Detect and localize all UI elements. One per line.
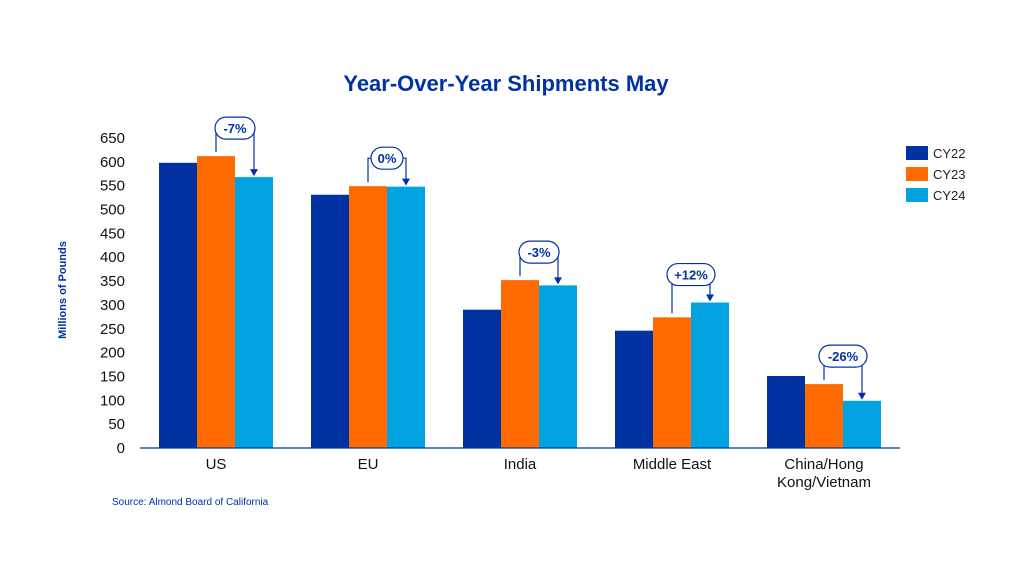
y-tick-label: 600 (100, 154, 125, 171)
bar-cy23 (197, 156, 235, 448)
annotation-bubble (666, 262, 716, 287)
annotation-arrowhead (402, 178, 410, 186)
bar-cy23 (349, 186, 387, 448)
bar-cy23 (501, 280, 539, 448)
bar-cy22 (463, 309, 501, 448)
y-tick-label: 500 (100, 202, 125, 219)
category-labels: US EU India Middle East China/Hong Kong/Vietn… (206, 456, 871, 491)
y-tick-label: 50 (108, 416, 125, 433)
bars (159, 156, 881, 449)
y-tick-label: 650 (100, 130, 125, 147)
bar-cy22 (159, 162, 197, 449)
category-label: Middle East (633, 456, 712, 473)
bar-cy24 (843, 400, 881, 448)
y-tick-label: 450 (100, 225, 125, 242)
source-note: Source: Almond Board of California (112, 497, 269, 508)
bar-cy22 (767, 375, 805, 448)
bar-cy23 (653, 317, 691, 448)
annotation-bubble (214, 116, 256, 140)
annotations: -7% 0% -3% +12% -26% (214, 116, 868, 400)
y-tick-label: 350 (100, 273, 125, 290)
category-label: EU (358, 456, 379, 473)
y-axis-ticks: 0 50 100 150 200 250 300 350 400 450 500 550 600 650 (100, 130, 125, 457)
y-tick-label: 200 (100, 345, 125, 362)
annotation-label: -26% (828, 349, 859, 364)
bar-cy22 (615, 330, 653, 448)
legend: CY22 CY23 CY24 (906, 146, 966, 203)
annotation-label: +12% (674, 268, 708, 283)
bar-cy24 (387, 186, 425, 448)
annotation-arrowhead (706, 294, 714, 302)
category-label: India (504, 456, 537, 473)
bar-cy24 (235, 177, 273, 448)
bar-cy24 (539, 285, 577, 448)
annotation-bubble (518, 240, 560, 264)
category-label: China/Hong Kong/Vietnam (777, 456, 871, 491)
legend-swatch-cy23 (906, 167, 928, 181)
category-label: US (206, 456, 227, 473)
annotation-bubble (818, 344, 868, 368)
y-tick-label: 400 (100, 249, 125, 266)
y-tick-label: 100 (100, 392, 125, 409)
legend-label: CY24 (933, 188, 966, 203)
bar-cy23 (805, 384, 843, 448)
chart-title: Year-Over-Year Shipments May (343, 71, 669, 96)
annotation-label: -7% (223, 121, 247, 136)
y-tick-label: 550 (100, 178, 125, 195)
y-tick-label: 150 (100, 368, 125, 385)
annotation-arrowhead (554, 277, 562, 285)
legend-label: CY23 (933, 167, 966, 182)
annotation-bubble (370, 146, 404, 170)
legend-swatch-cy24 (906, 188, 928, 202)
annotation-arrowhead (250, 169, 258, 177)
y-axis-label: Millions of Pounds (57, 241, 69, 339)
y-tick-label: 250 (100, 321, 125, 338)
annotation-arrowhead (858, 392, 866, 400)
legend-swatch-cy22 (906, 146, 928, 160)
y-tick-label: 0 (117, 440, 125, 457)
bar-cy24 (691, 302, 729, 448)
annotation-label: -3% (527, 245, 551, 260)
bar-cy22 (311, 194, 349, 448)
legend-label: CY22 (933, 146, 966, 161)
y-tick-label: 300 (100, 297, 125, 314)
annotation-label: 0% (378, 151, 397, 166)
